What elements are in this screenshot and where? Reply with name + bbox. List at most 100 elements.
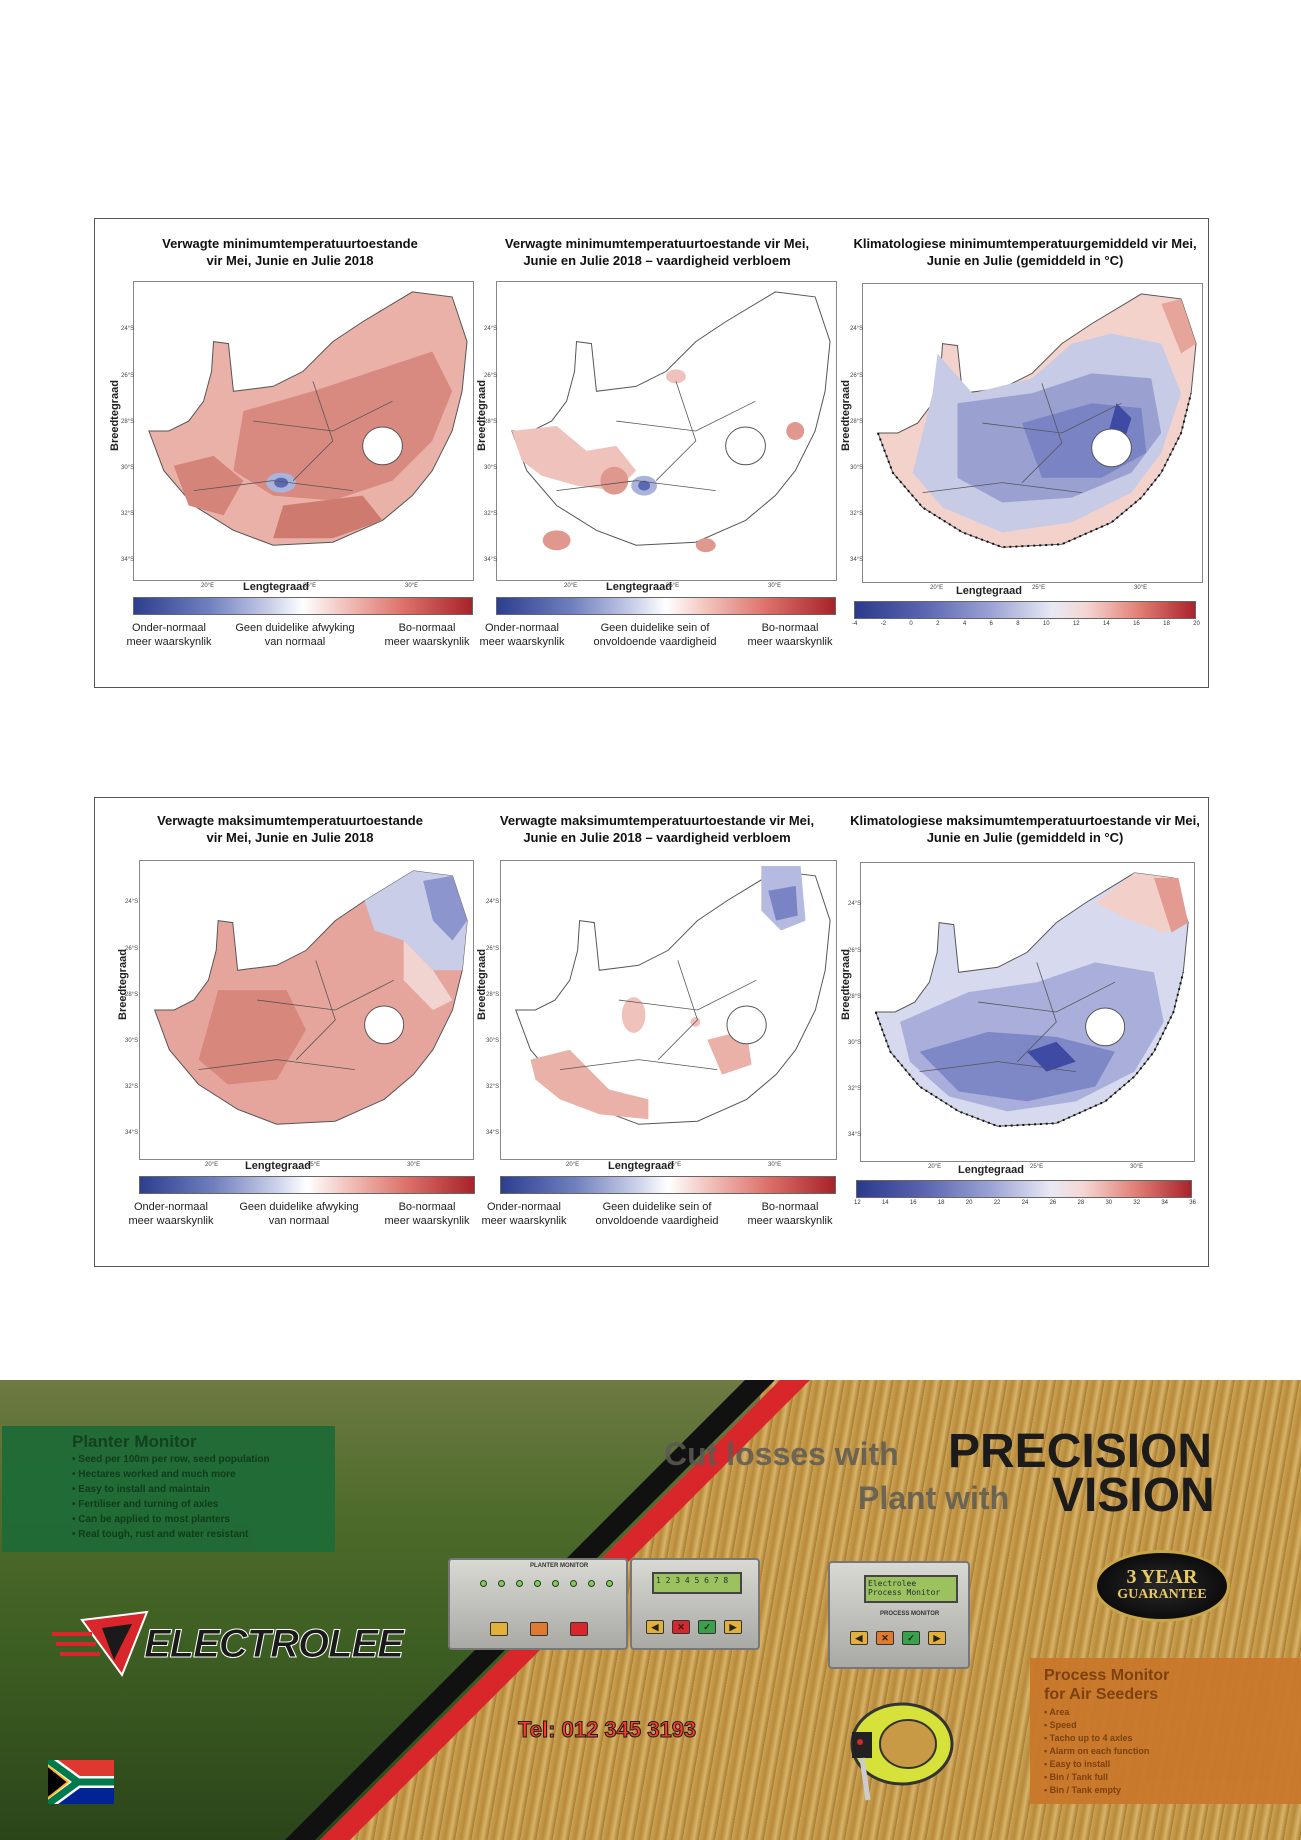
min-clim-map xyxy=(862,283,1203,583)
headline-precision: PRECISION xyxy=(948,1425,1213,1478)
cb-tick: 28 xyxy=(1077,1200,1085,1206)
lat-tick: 30°S xyxy=(484,465,498,471)
device-label: PLANTER MONITOR xyxy=(530,1563,589,1569)
lon-tick: 20°E xyxy=(201,583,215,589)
lat-tick: 34°S xyxy=(125,1130,139,1136)
lat-tick: 28°S xyxy=(121,419,135,425)
device-button xyxy=(530,1622,548,1636)
led-light xyxy=(516,1580,523,1587)
cb-tick: 34 xyxy=(1161,1200,1168,1206)
lat-tick: 28°S xyxy=(848,994,862,1000)
max-clim-map-block: Klimatologiese maksimumtemperatuurtoesta… xyxy=(840,798,1210,1266)
planter-monitor-features: Seed per 100m per row, seed population H… xyxy=(72,1452,335,1542)
led-light xyxy=(480,1580,487,1587)
x-axis-label: Lengtegraad xyxy=(243,581,310,593)
lon-tick: 30°E xyxy=(405,583,419,589)
cb-tick: 14 xyxy=(1103,621,1110,627)
lon-tick: 25°E xyxy=(666,583,680,589)
feature-item: Real tough, rust and water resistant xyxy=(72,1527,335,1542)
colorbar xyxy=(856,1180,1192,1198)
lon-tick: 25°E xyxy=(1030,1164,1044,1170)
guarantee-badge: 3 YEAR GUARANTEE xyxy=(1094,1550,1230,1622)
device-button xyxy=(570,1622,588,1636)
lon-tick: 20°E xyxy=(566,1162,580,1168)
lat-tick: 34°S xyxy=(850,557,864,563)
lat-tick: 28°S xyxy=(484,419,498,425)
planter-monitor-display-unit: 1 2 3 4 5 6 7 8 ◀ ✕ ✓ ▶ xyxy=(630,1558,760,1650)
min-skill-map xyxy=(496,281,837,581)
lat-tick: 32°S xyxy=(125,1084,139,1090)
cb-tick: 16 xyxy=(1133,621,1140,627)
feature-item: Tacho up to 4 axles xyxy=(1044,1732,1301,1745)
max-temperature-figure: Verwagte maksimumtemperatuurtoestande vi… xyxy=(94,797,1209,1267)
process-monitor-title: Process Monitor for Air Seeders xyxy=(1044,1667,1170,1703)
lat-tick: 30°S xyxy=(486,1038,500,1044)
lat-tick: 24°S xyxy=(484,326,498,332)
process-monitor-device: Electrolee Process Monitor PROCESS MONIT… xyxy=(828,1561,970,1669)
lat-tick: 24°S xyxy=(850,326,864,332)
lat-tick: 28°S xyxy=(125,992,139,998)
lat-tick: 26°S xyxy=(121,373,135,379)
electrolee-advert: Planter Monitor Seed per 100m per row, s… xyxy=(0,1380,1301,1840)
lat-tick: 26°S xyxy=(850,373,864,379)
map-title: Verwagte maksimumtemperatuurtoestande vi… xyxy=(499,813,815,845)
feature-item: Can be applied to most planters xyxy=(72,1512,335,1527)
right-arrow-button: ▶ xyxy=(724,1620,742,1634)
colorbar xyxy=(500,1176,836,1194)
cb-tick: 4 xyxy=(962,621,967,627)
sa-map-skill-min xyxy=(511,291,831,553)
led-light xyxy=(552,1580,559,1587)
min-skill-map-block: Verwagte minimumtemperatuurtoestande vir… xyxy=(472,219,842,687)
lat-tick: 34°S xyxy=(121,557,135,563)
x-axis-label: Lengtegraad xyxy=(956,585,1023,597)
colorbar xyxy=(496,597,836,615)
colorbar-left-label: Onder-normaal meer waarskynlik xyxy=(481,1201,567,1227)
lat-tick: 24°S xyxy=(848,901,862,907)
lat-tick: 34°S xyxy=(848,1132,862,1138)
cb-tick: 22 xyxy=(993,1200,1001,1206)
map-title: Klimatologiese minimumtemperatuurgemidde… xyxy=(853,236,1197,268)
lat-tick: 28°S xyxy=(486,992,500,998)
y-axis-label: Breedtegraad xyxy=(109,380,121,451)
lat-tick: 30°S xyxy=(121,465,135,471)
feature-item: Hectares worked and much more xyxy=(72,1467,335,1482)
headline-line2: Plant with xyxy=(858,1480,1010,1516)
colorbar-ticks: -4 -2 0 2 4 6 8 10 12 14 16 18 20 xyxy=(852,621,1200,627)
electrolee-logo: ELECTROLEE xyxy=(52,1610,404,1680)
south-africa-flag-icon xyxy=(48,1760,114,1804)
x-axis-label: Lengtegraad xyxy=(958,1164,1025,1176)
x-axis-label: Lengtegraad xyxy=(608,1160,675,1172)
feature-item: Speed xyxy=(1044,1719,1301,1732)
min-clim-map-block: Klimatologiese minimumtemperatuurgemidde… xyxy=(840,219,1210,687)
cancel-button: ✕ xyxy=(672,1620,690,1634)
colorbar xyxy=(854,601,1196,619)
cb-tick: 6 xyxy=(989,621,993,627)
y-axis-label: Breedtegraad xyxy=(476,380,488,451)
lat-tick: 34°S xyxy=(486,1130,500,1136)
colorbar-left-label: Onder-normaal meer waarskynlik xyxy=(479,622,565,648)
colorbar-ticks: 12 14 16 18 20 22 24 26 28 30 32 34 36 xyxy=(854,1200,1196,1206)
colorbar-right-label: Bo-normaal meer waarskynlik xyxy=(384,622,470,648)
map-title: Verwagte minimumtemperatuurtoestande vir… xyxy=(504,236,810,268)
led-light xyxy=(498,1580,505,1587)
colorbar-mid-label: Geen duidelike afwyking van normaal xyxy=(239,1201,359,1227)
planter-monitor-device: PLANTER MONITOR xyxy=(448,1558,628,1650)
lat-tick: 34°S xyxy=(484,557,498,563)
confirm-button: ✓ xyxy=(902,1631,920,1645)
lon-tick: 25°E xyxy=(1032,585,1046,591)
colorbar-mid-label: Geen duidelike sein of onvoldoende vaard… xyxy=(593,622,717,648)
cb-tick: 26 xyxy=(1049,1200,1057,1206)
cb-tick: 14 xyxy=(881,1200,889,1206)
y-axis-label: Breedtegraad xyxy=(840,380,852,451)
cb-tick: 24 xyxy=(1021,1200,1029,1206)
cb-tick: 10 xyxy=(1042,621,1050,627)
lat-tick: 26°S xyxy=(486,946,500,952)
left-arrow-button: ◀ xyxy=(850,1631,868,1645)
feature-item: Bin / Tank empty xyxy=(1044,1784,1301,1797)
x-axis-label: Lengtegraad xyxy=(606,581,673,593)
headline-vision: VISION xyxy=(1052,1469,1215,1522)
colorbar-right-label: Bo-normaal meer waarskynlik xyxy=(384,1201,470,1227)
max-forecast-map-block: Verwagte maksimumtemperatuurtoestande vi… xyxy=(105,798,475,1266)
lon-tick: 25°E xyxy=(307,1162,321,1168)
lat-tick: 32°S xyxy=(484,511,498,517)
